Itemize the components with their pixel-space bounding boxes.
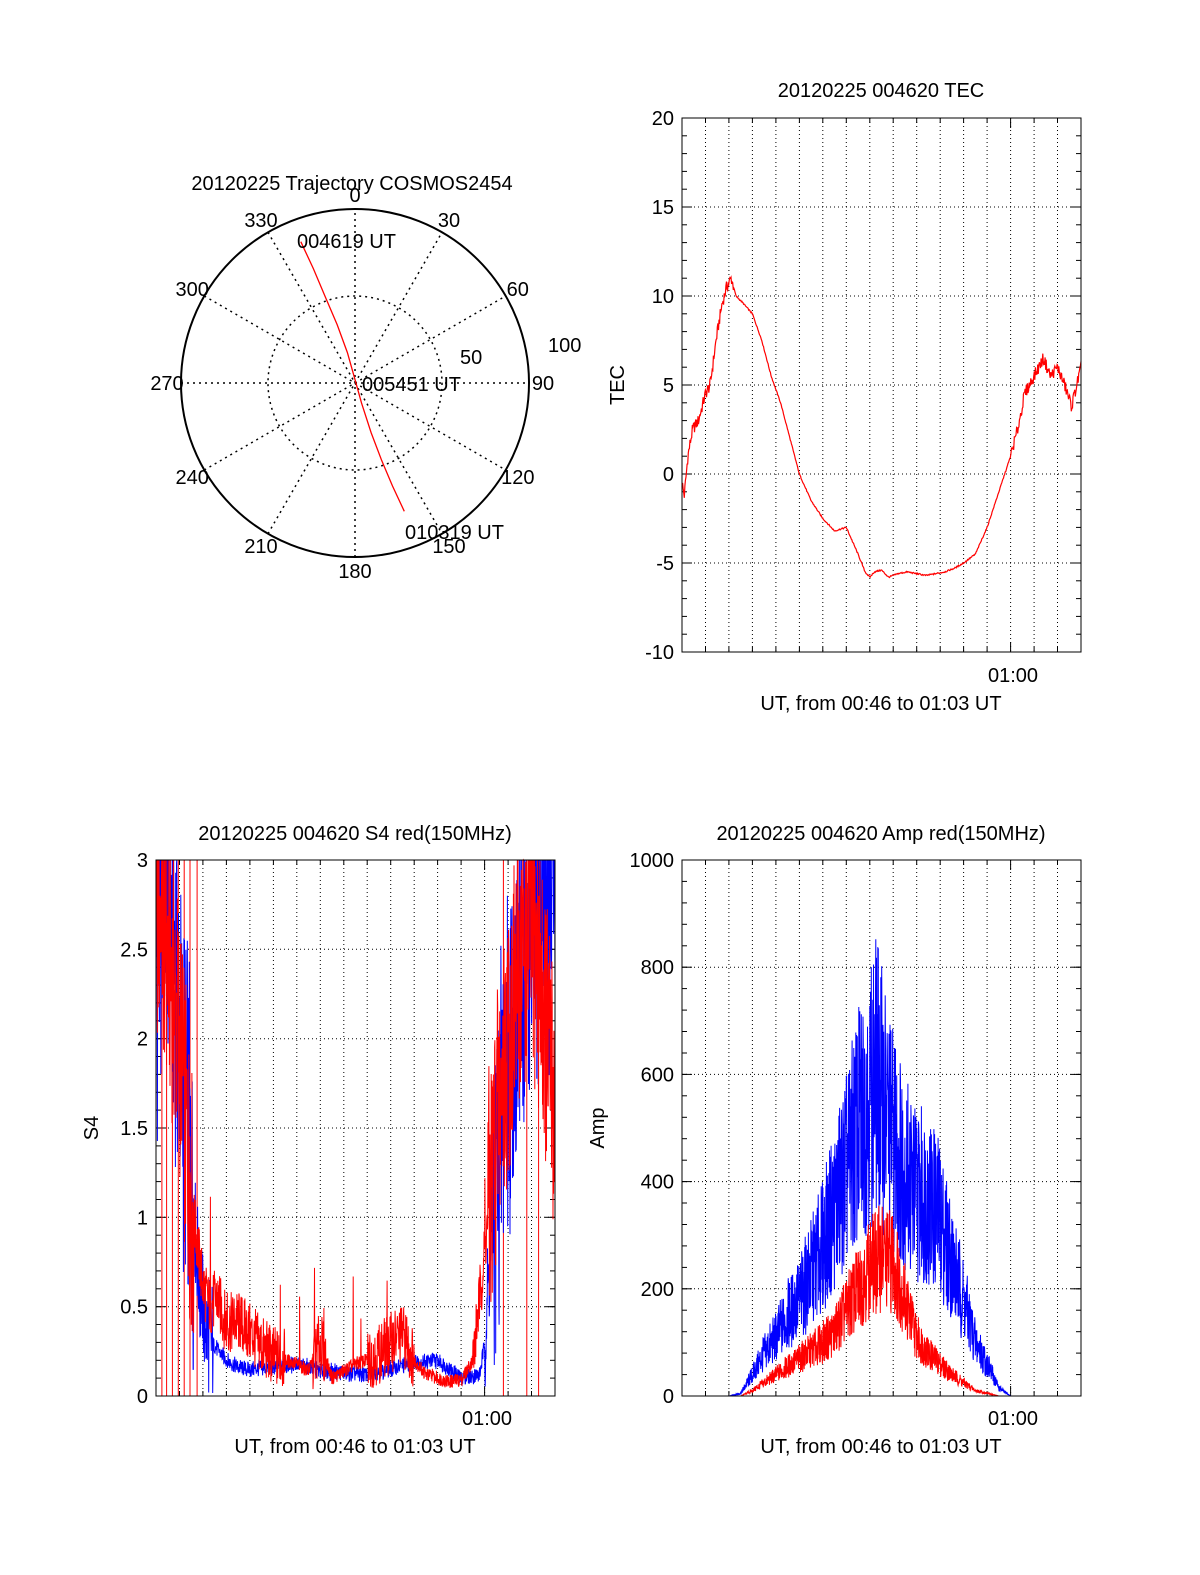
s4-ytick-label: 1.5 <box>120 1118 148 1140</box>
s4-blue-series <box>155 859 556 1394</box>
amp-ytick-label: 600 <box>641 1064 674 1086</box>
trajectory-series <box>300 241 405 512</box>
tec-ticks: -10 -5 0 5 10 15 20 <box>645 108 1082 664</box>
s4-ytick-label: 0.5 <box>120 1297 148 1319</box>
s4-ytick-label: 1 <box>137 1207 148 1229</box>
tec-ytick-label: 20 <box>652 108 674 130</box>
s4-panel: 20120225 004620 S4 red(150MHz) 0 0.5 1 1.5 2… <box>81 823 556 1458</box>
amp-ticks: 0 200 400 600 800 1000 <box>630 850 1082 1408</box>
polar-panel: 20120225 Trajectory COSMOS2454 0 30 60 90 12… <box>150 173 581 583</box>
amp-panel: 20120225 004620 Amp red(150MHz) 0 200 400 6… <box>587 823 1082 1458</box>
polar-ring-label-50: 50 <box>460 347 482 369</box>
polar-angle-label: 30 <box>438 210 460 232</box>
s4-time-tick: 01:00 <box>462 1408 512 1430</box>
tec-xlabel: UT, from 00:46 to 01:03 UT <box>760 693 1001 715</box>
tec-plot-frame <box>681 117 1082 653</box>
tec-title: 20120225 004620 TEC <box>778 80 984 102</box>
tec-grid <box>682 118 1081 652</box>
polar-angle-label: 60 <box>507 279 529 301</box>
tec-ylabel: TEC <box>607 365 629 405</box>
tec-ytick-label: 0 <box>663 464 674 486</box>
polar-spoke <box>267 231 443 535</box>
trajectory-end-label: 010319 UT <box>405 522 504 544</box>
polar-grid <box>180 208 530 558</box>
amp-ytick-label: 800 <box>641 957 674 979</box>
amp-ytick-label: 1000 <box>630 850 675 872</box>
tec-panel: 20120225 004620 TEC -10 -5 0 5 10 15 20 TEC 01… <box>607 80 1082 715</box>
polar-title: 20120225 Trajectory COSMOS2454 <box>191 173 512 195</box>
polar-angle-label: 330 <box>244 210 277 232</box>
s4-plot-frame <box>155 859 556 1397</box>
polar-angle-label: 240 <box>176 467 209 489</box>
amp-grid <box>682 860 1081 1396</box>
tec-ytick-label: -5 <box>656 553 674 575</box>
s4-ytick-label: 2 <box>137 1029 148 1051</box>
tec-ytick-label: 10 <box>652 286 674 308</box>
tec-time-tick: 01:00 <box>988 665 1038 687</box>
polar-angle-label: 300 <box>176 279 209 301</box>
tec-series <box>681 275 1082 579</box>
amp-ytick-label: 400 <box>641 1172 674 1194</box>
polar-angle-label: 0 <box>349 185 360 207</box>
polar-ring-50 <box>267 295 443 471</box>
amp-title: 20120225 004620 Amp red(150MHz) <box>716 823 1045 845</box>
amp-blue-series <box>682 939 1081 1397</box>
amp-xlabel: UT, from 00:46 to 01:03 UT <box>760 1436 1001 1458</box>
polar-angle-label: 150 <box>432 536 465 558</box>
amp-red-series <box>682 1205 1081 1397</box>
tec-ytick-label: -10 <box>645 642 674 664</box>
s4-ytick-label: 3 <box>137 850 148 872</box>
s4-ylabel: S4 <box>81 1116 103 1140</box>
s4-ytick-label: 0 <box>137 1386 148 1408</box>
polar-labels: 0 30 60 90 120 150 180 210 240 270 300 330 <box>150 185 554 583</box>
amp-ytick-label: 200 <box>641 1279 674 1301</box>
s4-xlabel: UT, from 00:46 to 01:03 UT <box>234 1436 475 1458</box>
amp-ylabel: Amp <box>587 1107 609 1148</box>
amp-plot-frame <box>681 859 1082 1397</box>
s4-red-series <box>155 858 556 1390</box>
amp-time-tick: 01:00 <box>988 1408 1038 1430</box>
s4-ytick-label: 2.5 <box>120 939 148 961</box>
amp-ytick-label: 0 <box>663 1386 674 1408</box>
tec-ytick-label: 5 <box>663 375 674 397</box>
polar-angle-label: 270 <box>150 373 183 395</box>
trajectory-start-label: 004619 UT <box>297 231 396 253</box>
polar-angle-label: 210 <box>244 536 277 558</box>
trajectory-mid-label: 005451 UT <box>362 374 461 396</box>
tec-ytick-label: 15 <box>652 197 674 219</box>
polar-angle-label: 180 <box>338 561 371 583</box>
polar-angle-label: 90 <box>532 373 554 395</box>
polar-ring-label-100: 100 <box>548 335 581 357</box>
s4-title: 20120225 004620 S4 red(150MHz) <box>198 823 512 845</box>
polar-angle-label: 120 <box>501 467 534 489</box>
